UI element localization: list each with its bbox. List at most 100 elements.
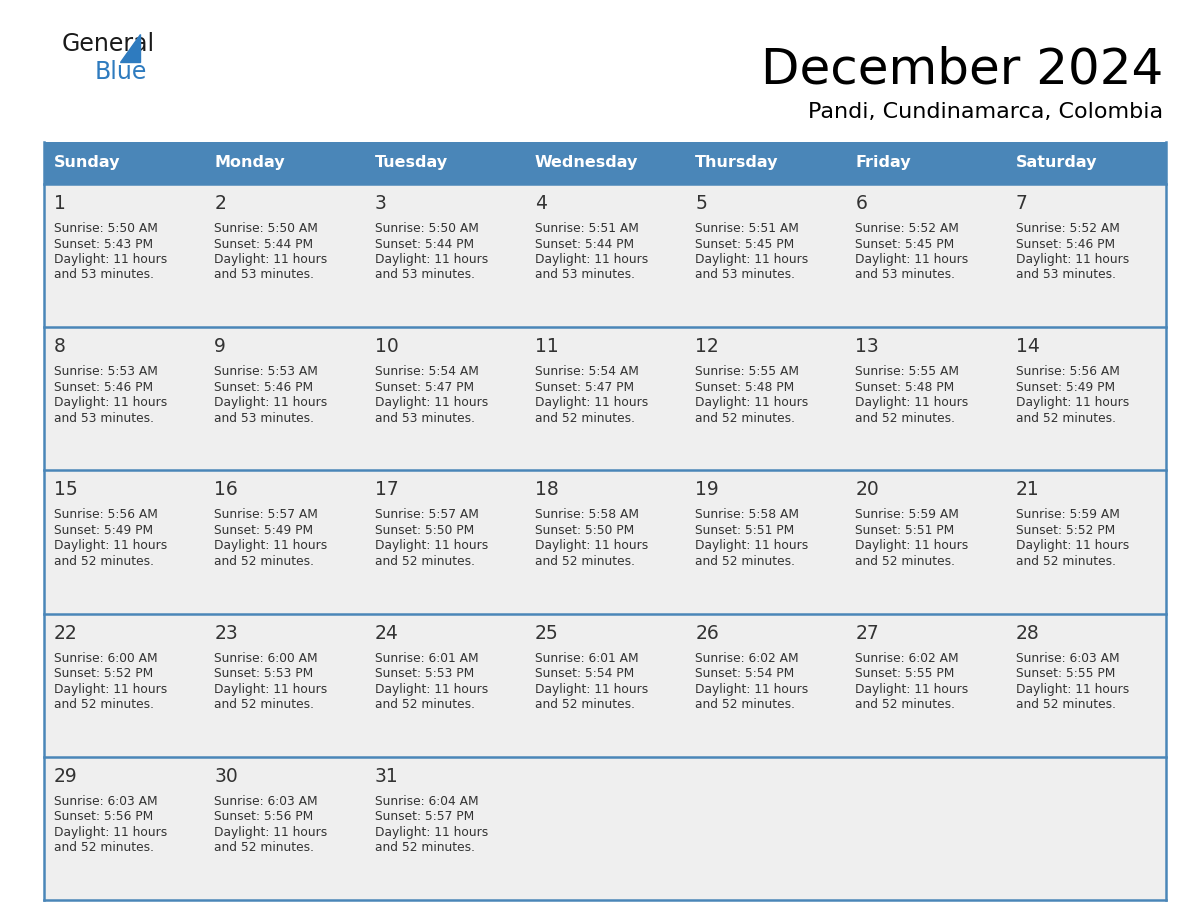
Text: Sunset: 5:57 PM: Sunset: 5:57 PM (374, 811, 474, 823)
Bar (365, 142, 525, 184)
Text: Friday: Friday (855, 155, 911, 171)
Text: and 52 minutes.: and 52 minutes. (214, 698, 315, 711)
Text: Sunset: 5:46 PM: Sunset: 5:46 PM (1016, 238, 1114, 251)
Polygon shape (120, 34, 140, 62)
Text: 3: 3 (374, 194, 386, 213)
Bar (1006, 142, 1165, 184)
Text: and 52 minutes.: and 52 minutes. (53, 841, 154, 855)
Text: Daylight: 11 hours: Daylight: 11 hours (1016, 683, 1129, 696)
Bar (44, 327, 1165, 470)
Text: 1: 1 (53, 194, 65, 213)
Text: 12: 12 (695, 337, 719, 356)
Text: Sunrise: 5:58 AM: Sunrise: 5:58 AM (535, 509, 639, 521)
Bar (44, 470, 1165, 613)
Text: Sunset: 5:56 PM: Sunset: 5:56 PM (214, 811, 314, 823)
Text: Sunrise: 5:54 AM: Sunrise: 5:54 AM (535, 365, 639, 378)
Text: Sunrise: 6:03 AM: Sunrise: 6:03 AM (214, 795, 318, 808)
Text: Sunrise: 5:59 AM: Sunrise: 5:59 AM (855, 509, 959, 521)
Text: 19: 19 (695, 480, 719, 499)
Text: Sunset: 5:43 PM: Sunset: 5:43 PM (53, 238, 153, 251)
Text: and 52 minutes.: and 52 minutes. (214, 554, 315, 568)
Bar (44, 613, 1165, 756)
Text: Sunrise: 5:50 AM: Sunrise: 5:50 AM (53, 222, 158, 235)
Text: Sunset: 5:54 PM: Sunset: 5:54 PM (695, 667, 795, 680)
Text: Sunrise: 5:52 AM: Sunrise: 5:52 AM (855, 222, 959, 235)
Text: and 52 minutes.: and 52 minutes. (695, 411, 795, 425)
Text: Sunrise: 5:51 AM: Sunrise: 5:51 AM (695, 222, 800, 235)
Text: Sunday: Sunday (53, 155, 120, 171)
Text: Sunset: 5:48 PM: Sunset: 5:48 PM (855, 381, 955, 394)
Text: Daylight: 11 hours: Daylight: 11 hours (855, 683, 968, 696)
Text: Sunset: 5:45 PM: Sunset: 5:45 PM (855, 238, 955, 251)
Text: Daylight: 11 hours: Daylight: 11 hours (53, 683, 168, 696)
Text: Sunrise: 5:52 AM: Sunrise: 5:52 AM (1016, 222, 1119, 235)
Text: and 52 minutes.: and 52 minutes. (695, 554, 795, 568)
Text: Sunset: 5:46 PM: Sunset: 5:46 PM (53, 381, 153, 394)
Text: Tuesday: Tuesday (374, 155, 448, 171)
Text: December 2024: December 2024 (760, 45, 1163, 93)
Text: Sunrise: 5:51 AM: Sunrise: 5:51 AM (535, 222, 639, 235)
Text: Sunrise: 6:02 AM: Sunrise: 6:02 AM (695, 652, 798, 665)
Text: Daylight: 11 hours: Daylight: 11 hours (855, 253, 968, 266)
Text: Wednesday: Wednesday (535, 155, 638, 171)
Text: Sunset: 5:47 PM: Sunset: 5:47 PM (535, 381, 634, 394)
Text: Daylight: 11 hours: Daylight: 11 hours (214, 253, 328, 266)
Text: Sunrise: 6:03 AM: Sunrise: 6:03 AM (53, 795, 158, 808)
Text: 17: 17 (374, 480, 398, 499)
Text: Daylight: 11 hours: Daylight: 11 hours (53, 253, 168, 266)
Text: Sunrise: 5:53 AM: Sunrise: 5:53 AM (214, 365, 318, 378)
Text: 16: 16 (214, 480, 238, 499)
Text: Daylight: 11 hours: Daylight: 11 hours (374, 826, 488, 839)
Text: 2: 2 (214, 194, 226, 213)
Text: Sunrise: 6:02 AM: Sunrise: 6:02 AM (855, 652, 959, 665)
Text: 6: 6 (855, 194, 867, 213)
Text: Sunset: 5:44 PM: Sunset: 5:44 PM (535, 238, 634, 251)
Text: and 52 minutes.: and 52 minutes. (1016, 411, 1116, 425)
Bar (44, 756, 1165, 900)
Text: Daylight: 11 hours: Daylight: 11 hours (535, 253, 649, 266)
Text: 11: 11 (535, 337, 558, 356)
Text: 26: 26 (695, 623, 719, 643)
Text: 20: 20 (855, 480, 879, 499)
Text: Sunset: 5:45 PM: Sunset: 5:45 PM (695, 238, 795, 251)
Text: and 52 minutes.: and 52 minutes. (53, 554, 154, 568)
Text: Thursday: Thursday (695, 155, 778, 171)
Text: Sunset: 5:46 PM: Sunset: 5:46 PM (214, 381, 314, 394)
Text: Daylight: 11 hours: Daylight: 11 hours (855, 540, 968, 553)
Text: Sunrise: 6:04 AM: Sunrise: 6:04 AM (374, 795, 479, 808)
Text: Sunset: 5:50 PM: Sunset: 5:50 PM (535, 524, 634, 537)
Text: Daylight: 11 hours: Daylight: 11 hours (1016, 540, 1129, 553)
Text: Daylight: 11 hours: Daylight: 11 hours (695, 683, 808, 696)
Text: 4: 4 (535, 194, 546, 213)
Bar (846, 142, 1006, 184)
Text: Daylight: 11 hours: Daylight: 11 hours (214, 397, 328, 409)
Text: Sunset: 5:53 PM: Sunset: 5:53 PM (374, 667, 474, 680)
Text: Sunset: 5:49 PM: Sunset: 5:49 PM (53, 524, 153, 537)
Text: Daylight: 11 hours: Daylight: 11 hours (1016, 253, 1129, 266)
Text: Sunset: 5:52 PM: Sunset: 5:52 PM (1016, 524, 1116, 537)
Text: Sunset: 5:54 PM: Sunset: 5:54 PM (535, 667, 634, 680)
Text: 24: 24 (374, 623, 398, 643)
Text: 9: 9 (214, 337, 226, 356)
Text: and 52 minutes.: and 52 minutes. (535, 554, 634, 568)
Text: 5: 5 (695, 194, 707, 213)
Text: Sunrise: 6:01 AM: Sunrise: 6:01 AM (374, 652, 479, 665)
Text: Sunset: 5:55 PM: Sunset: 5:55 PM (855, 667, 955, 680)
Text: Sunset: 5:52 PM: Sunset: 5:52 PM (53, 667, 153, 680)
Text: and 53 minutes.: and 53 minutes. (374, 268, 474, 282)
Text: and 52 minutes.: and 52 minutes. (214, 841, 315, 855)
Text: 10: 10 (374, 337, 398, 356)
Text: Sunrise: 5:59 AM: Sunrise: 5:59 AM (1016, 509, 1119, 521)
Text: Sunrise: 5:55 AM: Sunrise: 5:55 AM (695, 365, 800, 378)
Text: General: General (62, 32, 156, 56)
Text: Sunset: 5:51 PM: Sunset: 5:51 PM (695, 524, 795, 537)
Text: and 53 minutes.: and 53 minutes. (53, 411, 154, 425)
Text: Daylight: 11 hours: Daylight: 11 hours (53, 540, 168, 553)
Text: Daylight: 11 hours: Daylight: 11 hours (374, 540, 488, 553)
Text: 15: 15 (53, 480, 77, 499)
Text: Sunrise: 5:50 AM: Sunrise: 5:50 AM (214, 222, 318, 235)
Text: 21: 21 (1016, 480, 1040, 499)
Text: Sunrise: 6:03 AM: Sunrise: 6:03 AM (1016, 652, 1119, 665)
Text: Sunset: 5:50 PM: Sunset: 5:50 PM (374, 524, 474, 537)
Text: Sunrise: 6:00 AM: Sunrise: 6:00 AM (214, 652, 318, 665)
